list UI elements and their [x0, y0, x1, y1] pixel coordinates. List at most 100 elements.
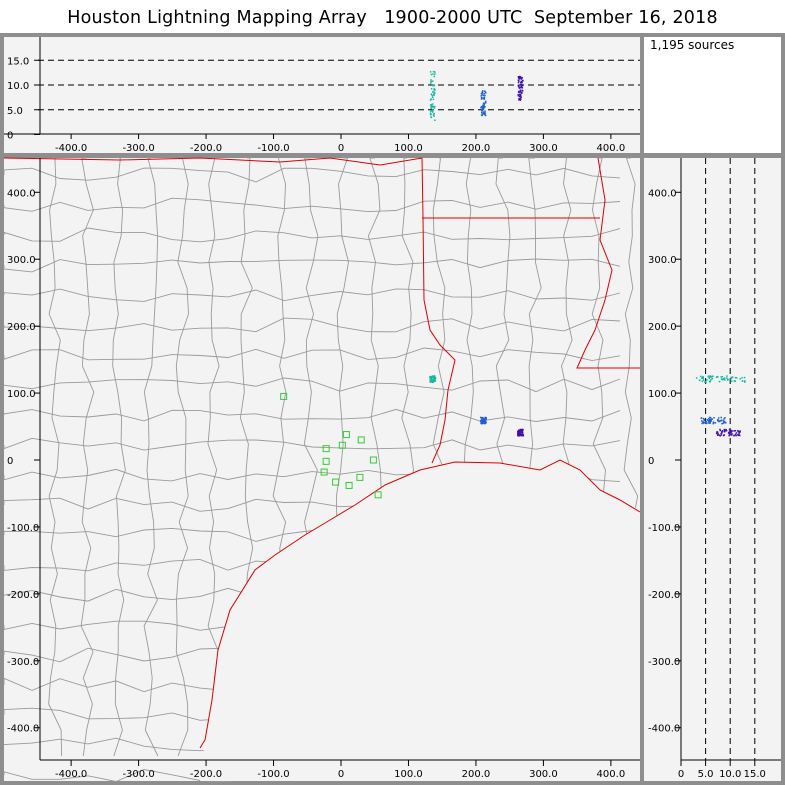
- source-point-side: [715, 432, 718, 435]
- source-point-altitude: [521, 84, 523, 86]
- source-point-altitude: [434, 92, 436, 94]
- source-point-altitude: [432, 105, 434, 108]
- source-point: [518, 435, 520, 437]
- source-point-side: [733, 434, 735, 437]
- source-point-side: [738, 432, 740, 435]
- source-point-altitude: [483, 92, 485, 95]
- source-point-side: [741, 376, 743, 379]
- source-point-side: [721, 376, 724, 378]
- source-point-altitude: [484, 100, 487, 103]
- source-point: [521, 431, 524, 433]
- source-point-altitude: [432, 109, 434, 111]
- source-point-side: [722, 421, 725, 423]
- side-view-axes: 0 5.0 10.0 15.0 400.0 300.0 200.0 100.0 0 -100.0 -…: [648, 158, 781, 780]
- source-point: [483, 422, 485, 425]
- source-point-altitude: [519, 81, 522, 84]
- altitude-time-panel: [4, 37, 640, 153]
- source-point-side: [717, 419, 719, 421]
- source-point-side: [701, 377, 703, 379]
- source-point-altitude: [521, 81, 523, 84]
- source-point-side: [716, 419, 719, 422]
- source-point-side: [712, 421, 715, 423]
- source-point-side: [702, 417, 705, 420]
- source-point-side: [703, 422, 706, 424]
- source-point-altitude: [519, 77, 522, 79]
- source-point: [483, 418, 485, 420]
- source-point-side: [722, 422, 724, 425]
- source-point-side: [728, 428, 731, 431]
- source-point-side: [723, 428, 726, 431]
- source-point-altitude: [519, 89, 522, 91]
- station-marker: [369, 456, 377, 464]
- source-point-altitude: [433, 85, 435, 87]
- source-point: [519, 428, 522, 431]
- source-point: [483, 419, 486, 421]
- source-point: [483, 419, 485, 422]
- source-point: [482, 422, 484, 424]
- source-point-altitude: [482, 90, 484, 92]
- source-point-side: [718, 420, 721, 422]
- source-point-side: [741, 380, 744, 382]
- source-point: [519, 433, 522, 436]
- source-point-side: [705, 420, 707, 423]
- source-point-side: [702, 422, 704, 425]
- source-point-altitude: [482, 106, 484, 108]
- station-marker: [332, 478, 340, 486]
- plan-view-axes: -400.0 -300.0 -200.0 -100.0 0 100.0 200.0 300.0…: [7, 158, 640, 780]
- county-line: [3, 408, 621, 422]
- source-point-altitude: [518, 91, 520, 94]
- y-tick-label: -200.0: [7, 590, 39, 601]
- source-point-side: [730, 376, 732, 379]
- source-point-altitude: [430, 103, 433, 106]
- source-point-side: [731, 434, 733, 436]
- y-tick-label: 400.0: [648, 188, 677, 199]
- source-point-altitude: [521, 77, 523, 79]
- source-point-altitude: [517, 94, 519, 96]
- source-point-side: [709, 376, 711, 378]
- source-point-altitude: [429, 83, 432, 85]
- source-point-altitude: [430, 87, 433, 90]
- source-point-altitude: [519, 95, 522, 98]
- source-point-altitude: [518, 86, 520, 88]
- source-point-altitude: [485, 102, 487, 104]
- source-point-altitude: [480, 98, 483, 100]
- source-point-altitude: [520, 96, 522, 99]
- source-point: [517, 433, 520, 436]
- source-point-altitude: [481, 113, 484, 115]
- source-point-altitude: [483, 111, 485, 114]
- source-point: [429, 381, 431, 383]
- source-point-altitude: [518, 77, 520, 79]
- source-point-side: [728, 431, 730, 434]
- source-point-altitude: [433, 88, 436, 90]
- source-point: [517, 434, 519, 437]
- y-tick-label: 10.0: [7, 81, 29, 92]
- source-point-altitude: [481, 92, 484, 94]
- source-point-altitude: [482, 97, 484, 99]
- source-point-altitude: [520, 86, 522, 89]
- altitude-axes: -400.0 -300.0 -200.0 -100.0 0 100.0 200.0 300.0…: [4, 37, 640, 154]
- source-point-side: [724, 417, 726, 419]
- source-point-side: [739, 378, 741, 380]
- source-point-side: [718, 380, 721, 383]
- source-point-side: [699, 379, 701, 382]
- source-point-side: [722, 378, 724, 381]
- y-tick-label: 200.0: [7, 322, 36, 333]
- x-tick-label: 300.0: [529, 769, 558, 780]
- source-point-altitude: [482, 107, 484, 110]
- source-point-altitude: [429, 113, 432, 116]
- source-point-altitude: [482, 94, 485, 97]
- source-point-side: [734, 430, 737, 432]
- source-point-side: [705, 422, 708, 425]
- source-point-side: [720, 416, 722, 419]
- source-point-side: [708, 377, 711, 379]
- source-count-panel: [644, 37, 781, 153]
- source-point-altitude: [432, 111, 434, 113]
- source-point-side: [720, 432, 722, 435]
- source-point-altitude: [483, 105, 485, 108]
- source-point-side: [720, 420, 722, 422]
- source-point-side: [709, 421, 711, 423]
- station-marker: [345, 481, 353, 489]
- title: Houston Lightning Mapping Array 1900-200…: [67, 8, 718, 28]
- source-point-side: [733, 380, 736, 382]
- source-point-side: [739, 430, 741, 432]
